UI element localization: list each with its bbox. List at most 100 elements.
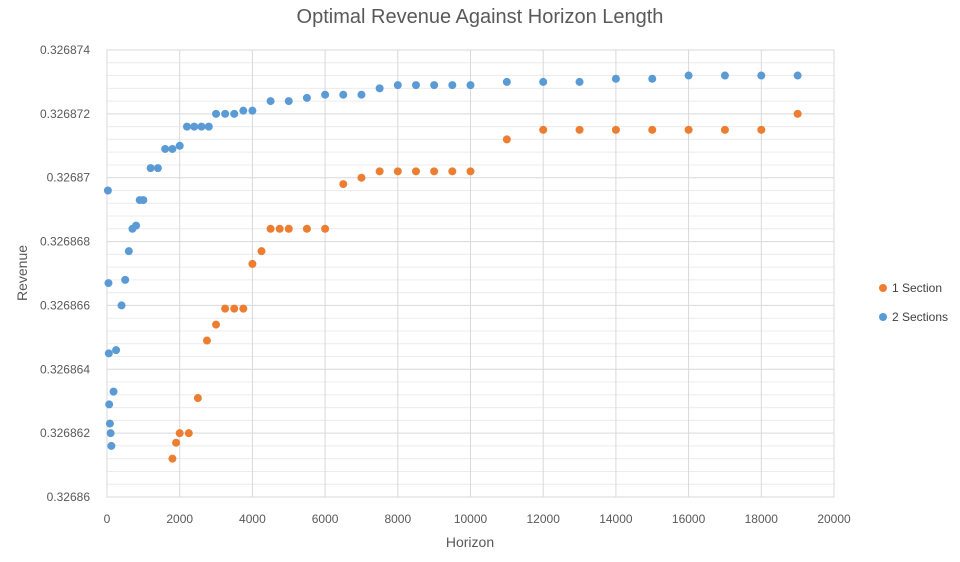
y-tick-label: 0.326868 xyxy=(40,235,90,249)
data-point xyxy=(375,84,384,93)
data-point xyxy=(168,454,177,463)
data-point xyxy=(248,259,257,268)
data-point xyxy=(221,304,230,313)
data-point xyxy=(321,224,330,233)
data-point xyxy=(393,167,402,176)
data-point xyxy=(172,438,181,447)
data-point xyxy=(539,77,548,86)
y-tick-label: 0.32686 xyxy=(47,490,91,504)
x-axis-ticks: 0 2000 4000 6000 8000 10000 12000 14000 16000 180… xyxy=(104,512,851,526)
x-tick-label: 2000 xyxy=(166,512,193,526)
data-point xyxy=(684,71,693,80)
data-point xyxy=(720,71,729,80)
data-point xyxy=(466,81,475,90)
data-point xyxy=(204,122,213,131)
plot-area xyxy=(106,49,835,498)
data-point xyxy=(230,304,239,313)
data-point xyxy=(757,71,766,80)
data-point xyxy=(107,441,116,450)
data-point xyxy=(104,349,113,358)
data-point xyxy=(448,167,457,176)
y-axis-title: Revenue xyxy=(14,245,30,301)
data-point xyxy=(153,164,162,173)
y-tick-label: 0.326874 xyxy=(40,43,90,57)
x-tick-label: 14000 xyxy=(599,512,633,526)
data-point xyxy=(248,106,257,115)
data-point xyxy=(284,224,293,233)
data-point xyxy=(239,106,248,115)
data-point xyxy=(175,141,184,150)
data-point xyxy=(132,221,141,230)
legend: 1 Section 2 Sections xyxy=(879,281,948,324)
y-tick-label: 0.32687 xyxy=(47,171,91,185)
data-point xyxy=(103,186,112,195)
data-point xyxy=(168,144,177,153)
data-point xyxy=(146,164,155,173)
legend-marker xyxy=(879,284,887,292)
data-point xyxy=(357,90,366,99)
data-point xyxy=(684,125,693,134)
y-tick-label: 0.326866 xyxy=(40,298,90,312)
data-point xyxy=(321,90,330,99)
y-tick-label: 0.326872 xyxy=(40,107,90,121)
y-tick-label: 0.326862 xyxy=(40,426,90,440)
data-point xyxy=(104,279,113,288)
data-point xyxy=(266,97,275,106)
data-point xyxy=(239,304,248,313)
data-point xyxy=(648,74,657,83)
data-point xyxy=(284,97,293,106)
data-point xyxy=(257,247,266,256)
data-point xyxy=(466,167,475,176)
data-point xyxy=(539,125,548,134)
data-point xyxy=(720,125,729,134)
data-point xyxy=(184,429,193,438)
data-point xyxy=(611,125,620,134)
data-point xyxy=(105,400,114,409)
data-point xyxy=(339,90,348,99)
x-tick-label: 12000 xyxy=(527,512,561,526)
legend-marker xyxy=(879,313,887,321)
series-1-section xyxy=(168,109,802,463)
chart-title: Optimal Revenue Against Horizon Length xyxy=(297,6,664,28)
data-point xyxy=(175,429,184,438)
data-point xyxy=(266,224,275,233)
data-point xyxy=(212,320,221,329)
data-point xyxy=(502,77,511,86)
data-point xyxy=(430,81,439,90)
data-point xyxy=(375,167,384,176)
data-point xyxy=(411,167,420,176)
y-tick-label: 0.326864 xyxy=(40,362,90,376)
x-tick-label: 6000 xyxy=(312,512,339,526)
legend-label: 2 Sections xyxy=(892,310,948,324)
data-point xyxy=(230,109,239,118)
data-point xyxy=(575,125,584,134)
series-2-sections xyxy=(103,71,802,450)
data-point xyxy=(161,144,170,153)
data-point xyxy=(611,74,620,83)
data-point xyxy=(212,109,221,118)
data-point xyxy=(124,247,133,256)
data-point xyxy=(793,71,802,80)
x-axis-title: Horizon xyxy=(446,534,494,550)
x-tick-label: 18000 xyxy=(745,512,779,526)
data-point xyxy=(105,419,114,428)
data-point xyxy=(502,135,511,144)
x-tick-label: 8000 xyxy=(384,512,411,526)
data-point xyxy=(139,196,148,205)
data-point xyxy=(302,93,311,102)
data-point xyxy=(182,122,191,131)
data-point xyxy=(202,336,211,345)
data-point xyxy=(575,77,584,86)
data-points xyxy=(103,71,802,463)
data-point xyxy=(193,394,202,403)
data-point xyxy=(275,224,284,233)
data-point xyxy=(106,429,115,438)
x-tick-label: 4000 xyxy=(239,512,266,526)
x-tick-label: 16000 xyxy=(672,512,706,526)
data-point xyxy=(357,173,366,182)
data-point xyxy=(393,81,402,90)
data-point xyxy=(109,387,118,396)
data-point xyxy=(221,109,230,118)
data-point xyxy=(648,125,657,134)
